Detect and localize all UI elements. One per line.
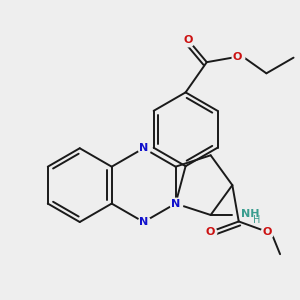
Text: H: H xyxy=(253,215,261,225)
Text: N: N xyxy=(139,217,148,227)
Text: O: O xyxy=(233,52,242,62)
Text: O: O xyxy=(183,34,193,45)
Text: O: O xyxy=(262,227,272,237)
Text: N: N xyxy=(171,199,180,208)
Text: N: N xyxy=(139,143,148,153)
Text: O: O xyxy=(206,227,215,237)
Text: NH: NH xyxy=(242,209,260,219)
